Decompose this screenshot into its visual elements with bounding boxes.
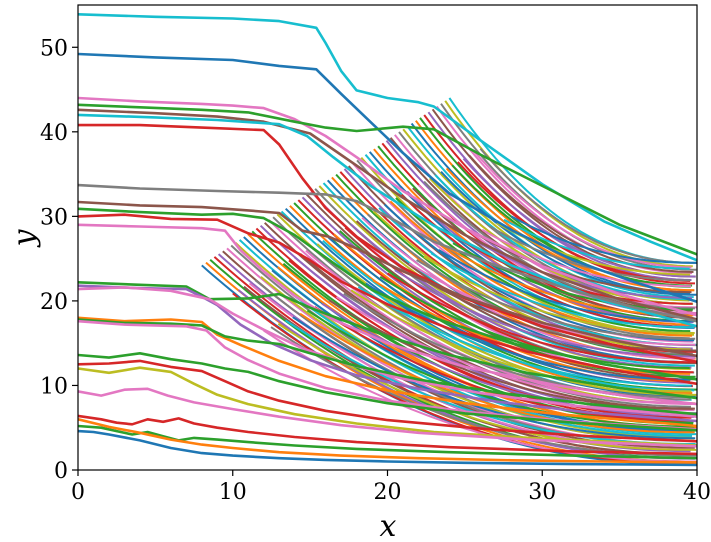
y-tick-label: 0 [54,459,68,484]
y-axis: 0 10 20 30 40 50 [40,36,78,484]
fan-curve [430,252,695,329]
series-line-8 [78,183,697,323]
series-line-2 [78,52,697,304]
series-layer [78,13,697,467]
series-line-26 [78,417,697,464]
fan-curve [481,228,692,288]
fan-curve [400,193,696,328]
y-tick-label: 40 [40,121,68,146]
series-line-17 [78,318,697,416]
y-axis-label: y [7,228,42,248]
fan-curve [357,286,692,387]
series-line-10 [78,207,697,381]
series-line-11 [78,213,697,386]
x-axis: 0 10 20 30 40 [71,470,711,505]
fan-curve [467,235,693,299]
fan-curve [361,216,695,360]
fan-curve [473,151,692,269]
series-line-4 [78,103,697,256]
fan-curve [462,157,696,278]
x-tick-label: 20 [374,480,402,505]
fan-curve [277,322,697,451]
fan-curve [394,269,697,358]
fan-curve [263,329,697,463]
fan-curve [343,292,693,399]
fan-curve [423,180,695,310]
fan-curve [292,316,696,440]
series-line-16 [78,316,697,428]
fan-curve [394,134,697,309]
y-tick-label: 30 [40,205,68,230]
fan-curve [510,215,697,264]
fan-curve [451,164,693,287]
fan-curve [489,225,691,282]
series-line-24 [78,424,697,460]
series-line-13 [78,280,697,400]
x-tick-label: 10 [219,480,247,505]
fan-curve [408,262,696,346]
y-tick-label: 10 [40,374,68,399]
series-line-22 [78,387,697,448]
fan-curve [335,296,693,405]
fan-curve [395,197,691,333]
series-line-7 [78,123,697,364]
x-axis-label: x [380,509,397,542]
series-line-25 [78,429,697,467]
fan-curve [416,259,696,340]
series-line-21 [78,366,697,447]
fan-curve [272,216,692,408]
x-tick-label: 30 [528,480,556,505]
fan-curve [401,265,697,352]
fan-curve [321,302,694,416]
fan-curve [322,239,695,392]
x-tick-label: 0 [71,480,85,505]
series-line-23 [78,414,697,456]
y-tick-label: 20 [40,290,68,315]
series-line-19 [78,351,697,432]
fan-curve [379,275,690,369]
fan-curve [427,111,692,281]
fan-curve [503,218,690,270]
series-line-5 [78,108,697,321]
series-line-18 [78,319,697,431]
series-line-9 [78,200,697,358]
fan-curve [365,282,691,381]
fan-curve [437,249,694,323]
series-line-15 [78,286,697,419]
fan-curve [423,255,695,334]
series-line-12 [78,223,697,406]
series-line-20 [78,359,697,443]
x-tick-label: 40 [683,480,711,505]
series-line-6 [78,113,697,328]
series-line-3 [78,96,697,317]
y-tick-label: 50 [40,36,68,61]
fan-curve [386,272,697,364]
